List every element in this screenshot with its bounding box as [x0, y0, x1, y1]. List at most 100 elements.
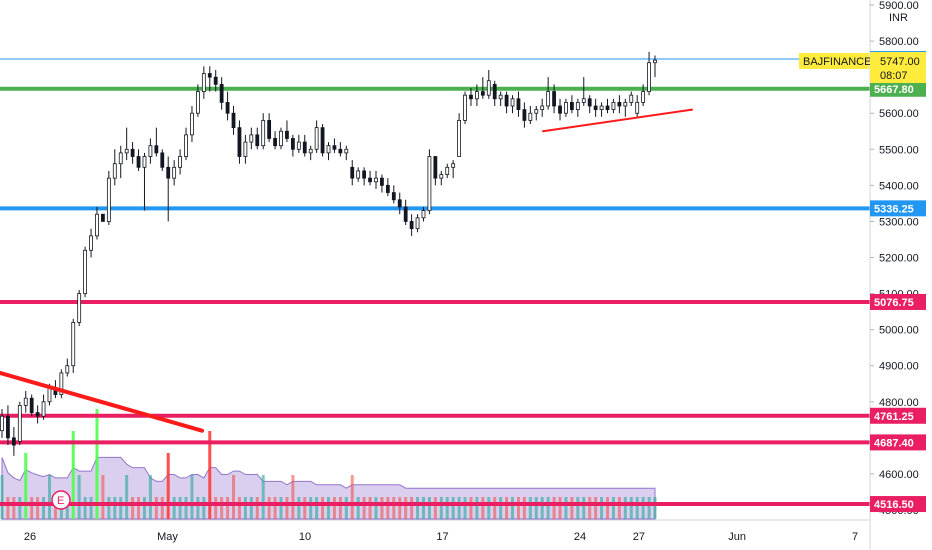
candle[interactable]: [463, 91, 467, 125]
candle[interactable]: [225, 91, 230, 121]
candle[interactable]: [6, 405, 10, 446]
candle[interactable]: [231, 106, 236, 135]
candle[interactable]: [546, 77, 551, 110]
candle[interactable]: [552, 84, 556, 114]
candle[interactable]: [498, 91, 503, 106]
candle[interactable]: [564, 98, 568, 117]
candle[interactable]: [427, 149, 432, 215]
candle[interactable]: [415, 214, 420, 233]
time-axis[interactable]: 26 May 10 17 24 27 Jun 7: [24, 531, 858, 543]
candles-layer[interactable]: [0, 51, 657, 456]
candle[interactable]: [510, 95, 515, 114]
candle[interactable]: [469, 87, 473, 106]
candle[interactable]: [647, 51, 651, 96]
candle[interactable]: [522, 102, 527, 128]
candle[interactable]: [267, 113, 272, 143]
candle[interactable]: [219, 77, 224, 110]
candle[interactable]: [308, 145, 313, 161]
candle[interactable]: [475, 84, 479, 106]
candle[interactable]: [237, 120, 242, 164]
candle[interactable]: [154, 127, 159, 157]
candle[interactable]: [439, 170, 444, 186]
candle[interactable]: [130, 142, 135, 164]
candle[interactable]: [486, 69, 491, 99]
candle[interactable]: [29, 394, 34, 417]
candle[interactable]: [368, 170, 372, 186]
candle[interactable]: [403, 199, 408, 226]
trend-line[interactable]: [0, 370, 204, 433]
candle[interactable]: [421, 207, 426, 222]
candle[interactable]: [409, 214, 414, 236]
candle[interactable]: [569, 95, 574, 114]
candle[interactable]: [599, 102, 604, 117]
candle[interactable]: [184, 127, 188, 161]
candle[interactable]: [178, 149, 182, 175]
candle[interactable]: [374, 170, 378, 189]
candle[interactable]: [261, 113, 266, 150]
candle[interactable]: [285, 120, 289, 143]
candle[interactable]: [195, 84, 200, 117]
candle[interactable]: [451, 160, 456, 179]
candle[interactable]: [385, 178, 390, 197]
candle[interactable]: [201, 66, 206, 99]
candle[interactable]: [611, 98, 616, 114]
candle[interactable]: [480, 77, 485, 99]
candle[interactable]: [255, 127, 260, 150]
candle[interactable]: [213, 69, 218, 92]
candle[interactable]: [142, 152, 147, 211]
candle[interactable]: [332, 138, 337, 153]
candle[interactable]: [528, 106, 533, 125]
candle[interactable]: [118, 145, 123, 179]
candle[interactable]: [148, 138, 153, 164]
candle[interactable]: [635, 95, 640, 117]
candle[interactable]: [587, 95, 592, 114]
candle[interactable]: [362, 167, 367, 186]
candle[interactable]: [457, 113, 462, 157]
candle[interactable]: [558, 98, 562, 121]
candle[interactable]: [243, 134, 248, 164]
candle[interactable]: [59, 369, 64, 399]
candle[interactable]: [23, 390, 28, 413]
candle[interactable]: [190, 106, 194, 143]
candle[interactable]: [617, 95, 622, 114]
candle[interactable]: [504, 91, 509, 114]
candle[interactable]: [320, 124, 325, 157]
candle[interactable]: [106, 170, 111, 226]
candle[interactable]: [356, 167, 361, 182]
candle[interactable]: [623, 98, 628, 117]
candle[interactable]: [534, 106, 539, 121]
trend-line[interactable]: [542, 108, 693, 133]
candle[interactable]: [641, 84, 646, 106]
candle[interactable]: [136, 149, 141, 171]
candle[interactable]: [0, 409, 4, 438]
candle[interactable]: [71, 318, 76, 373]
candle[interactable]: [344, 145, 349, 161]
candle[interactable]: [41, 394, 46, 420]
candle[interactable]: [338, 142, 343, 157]
candle[interactable]: [296, 134, 301, 153]
candle[interactable]: [391, 185, 396, 204]
candle[interactable]: [575, 98, 580, 117]
candle[interactable]: [17, 401, 22, 446]
candle[interactable]: [380, 174, 384, 193]
candle[interactable]: [273, 131, 277, 150]
candle[interactable]: [35, 405, 40, 424]
candle[interactable]: [326, 142, 331, 161]
earnings-icon[interactable]: [51, 490, 71, 510]
candle[interactable]: [160, 149, 165, 171]
candle[interactable]: [593, 98, 598, 117]
candle[interactable]: [249, 127, 254, 150]
candle[interactable]: [124, 127, 129, 161]
candle[interactable]: [629, 91, 634, 106]
candle[interactable]: [89, 228, 93, 258]
candle[interactable]: [605, 98, 610, 114]
candle[interactable]: [95, 207, 99, 240]
candle[interactable]: [397, 192, 402, 215]
candle[interactable]: [653, 55, 657, 78]
candle[interactable]: [172, 160, 177, 186]
candle[interactable]: [279, 127, 283, 150]
candle[interactable]: [77, 289, 82, 327]
candle[interactable]: [11, 427, 16, 456]
candle[interactable]: [290, 134, 295, 157]
